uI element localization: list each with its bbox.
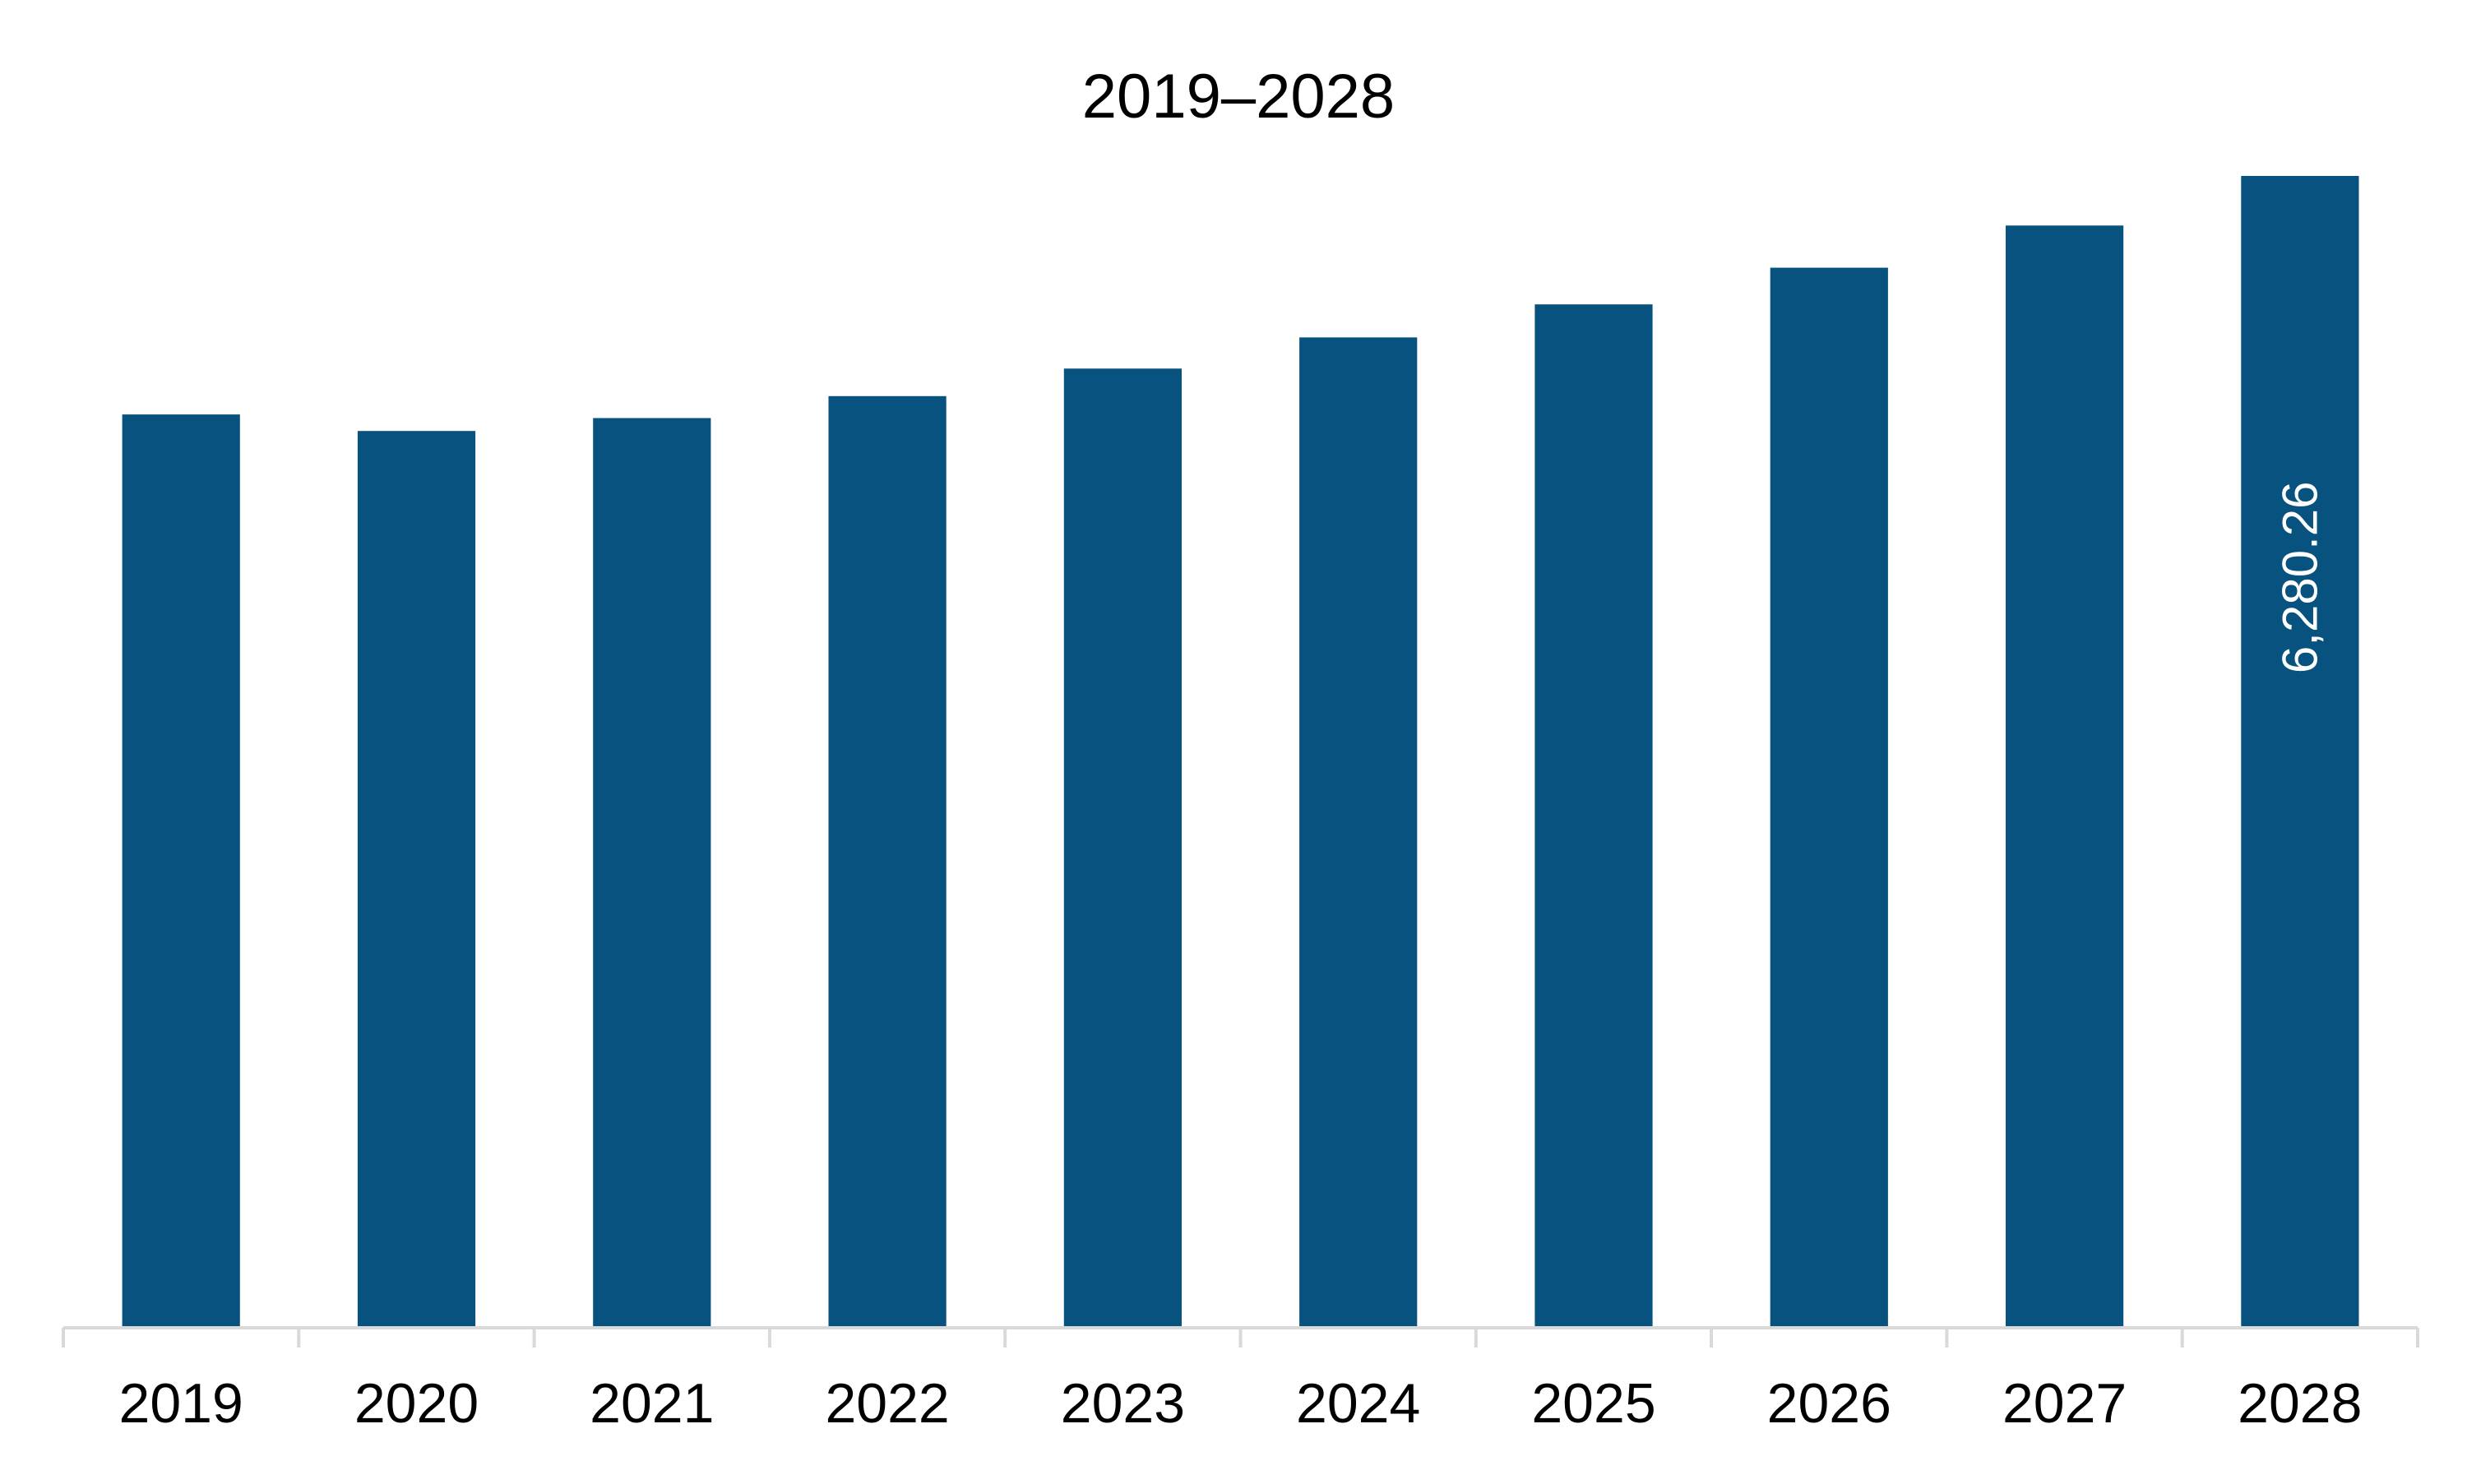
bar-2025 [1534,304,1653,1329]
x-tick-label: 2020 [354,1372,479,1435]
bar-2020 [357,431,476,1329]
x-tick-label: 2024 [1296,1372,1420,1435]
x-axis [62,1326,2419,1348]
bar-2027 [2006,225,2124,1328]
bar-2019 [122,414,240,1329]
x-tick-labels: 2019 2020 2021 2022 2023 2024 2025 2026 2027 2028 [119,1372,2363,1435]
x-tick-label: 2022 [825,1372,949,1435]
bars-group [122,176,2359,1329]
x-tick-label: 2019 [119,1372,243,1435]
x-tick-label: 2028 [2238,1372,2362,1435]
bar-2028 [2241,176,2359,1328]
data-labels: 6,280.26 [2272,482,2327,674]
chart-title: 2019–2028 [1082,62,1395,132]
x-tick-label: 2021 [590,1372,714,1435]
bar-2021 [593,418,711,1328]
bar-2026 [1770,267,1888,1329]
bar-2023 [1063,368,1182,1328]
bar-2022 [828,395,947,1328]
x-tick-label: 2023 [1061,1372,1185,1435]
x-tick-label: 2026 [1767,1372,1891,1435]
bar-2024 [1299,337,1418,1328]
x-tick-label: 2025 [1531,1372,1655,1435]
data-label-2028: 6,280.26 [2272,482,2327,674]
x-tick-label: 2027 [2002,1372,2127,1435]
